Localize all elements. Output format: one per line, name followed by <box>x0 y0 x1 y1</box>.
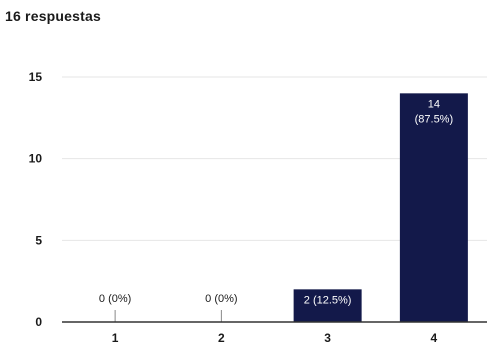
x-axis-ticks: 1 2 3 4 <box>112 331 438 345</box>
response-count: 16 respuestas <box>5 8 101 24</box>
x-tick-label: 3 <box>324 331 331 345</box>
data-label: 2 (12.5%) <box>304 294 352 306</box>
y-axis-ticks: 0 5 10 15 <box>29 70 43 329</box>
x-tick-label: 2 <box>218 331 225 345</box>
y-tick-label: 0 <box>35 315 42 329</box>
x-tick-label: 1 <box>112 331 119 345</box>
bar-4 <box>399 93 468 322</box>
bars <box>114 93 468 322</box>
y-tick-label: 5 <box>35 233 42 247</box>
x-tick-label: 4 <box>431 331 438 345</box>
data-label: 0 (0%) <box>205 293 237 305</box>
y-tick-label: 15 <box>29 70 43 84</box>
bar-3 <box>293 289 362 322</box>
data-label: 0 (0%) <box>99 293 131 305</box>
data-labels: 0 (0%) 0 (0%) 2 (12.5%) 14 (87.5%) <box>99 98 453 306</box>
data-label: (87.5%) <box>415 113 454 125</box>
data-label: 14 <box>428 98 440 110</box>
y-tick-label: 10 <box>29 152 43 166</box>
